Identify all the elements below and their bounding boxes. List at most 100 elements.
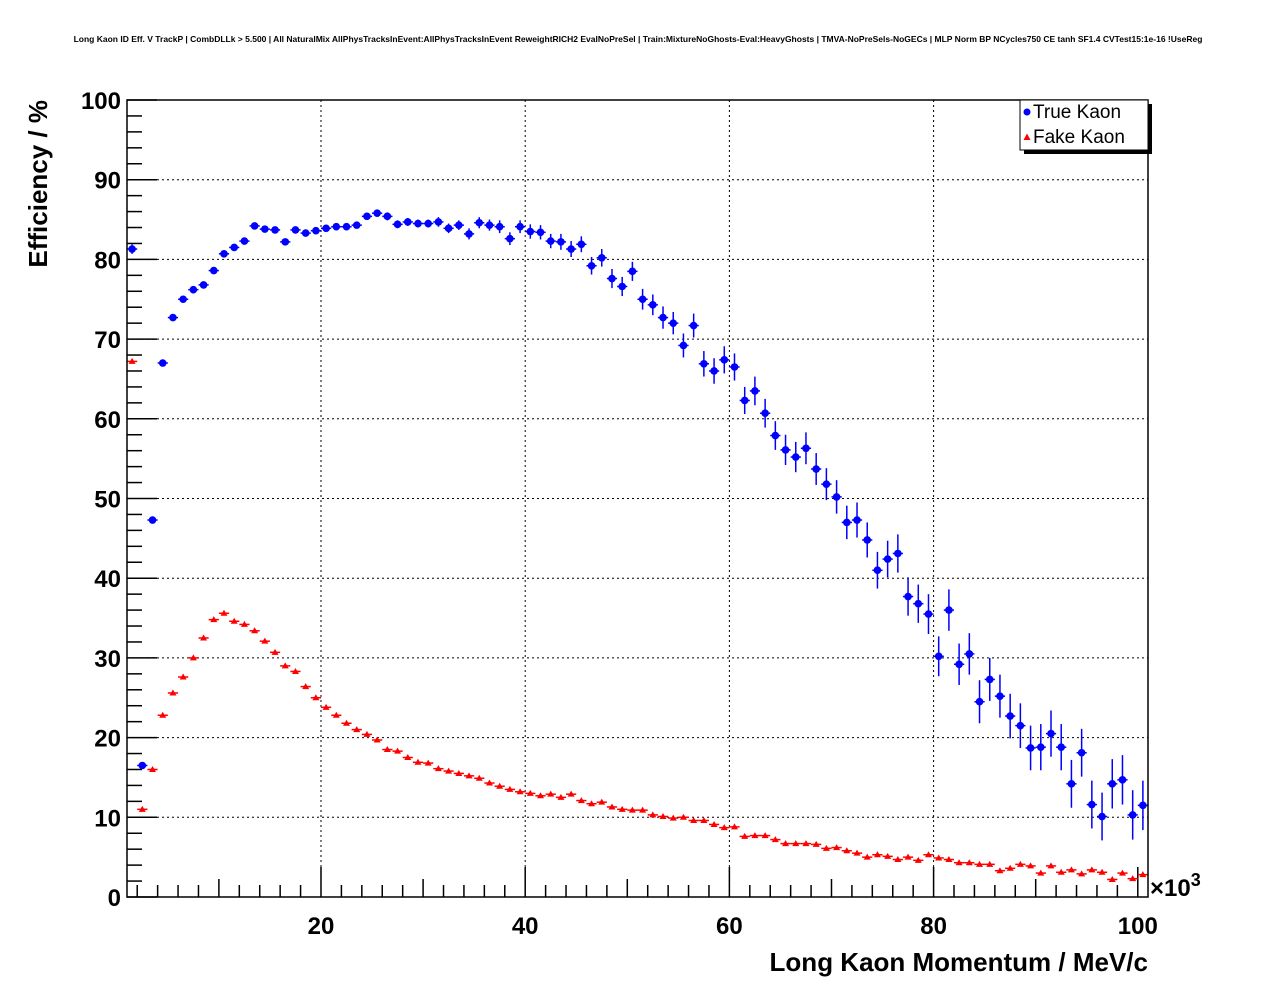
y-tick-label: 70 xyxy=(94,327,121,354)
legend: True Kaon Fake Kaon xyxy=(1019,99,1152,154)
data-point xyxy=(945,856,953,863)
data-point xyxy=(138,805,146,812)
data-point xyxy=(250,222,259,230)
data-point xyxy=(394,747,402,754)
data-point xyxy=(955,660,963,669)
data-point xyxy=(291,226,300,234)
data-point xyxy=(822,844,830,851)
data-point xyxy=(149,765,157,772)
data-point xyxy=(1129,875,1137,882)
data-point xyxy=(526,227,535,236)
chart-title: Long Kaon ID Eff. V TrackP | CombDLLk > … xyxy=(74,34,1203,44)
x-tick-label: 40 xyxy=(512,913,539,940)
data-point xyxy=(853,516,861,524)
data-point xyxy=(404,754,412,761)
data-point xyxy=(965,650,974,658)
data-point xyxy=(343,719,351,726)
data-point xyxy=(1057,868,1065,875)
data-point xyxy=(1108,780,1117,788)
data-point xyxy=(924,851,932,858)
data-point xyxy=(169,689,177,696)
axis-ticks xyxy=(127,99,1139,898)
legend-true-kaon: True Kaon xyxy=(1033,102,1121,123)
data-point xyxy=(1037,869,1045,876)
data-point xyxy=(373,736,381,743)
data-point xyxy=(444,224,453,233)
y-axis-label: Efficiency / % xyxy=(23,100,53,268)
data-point xyxy=(649,811,657,818)
legend-true-kaon-marker-icon xyxy=(1023,108,1031,116)
data-point xyxy=(485,221,494,229)
data-point xyxy=(935,854,943,861)
data-point xyxy=(210,616,218,623)
data-point xyxy=(302,683,310,690)
data-point xyxy=(1077,748,1086,757)
x-tick-labels: 20 40 60 80 100 xyxy=(308,913,1158,940)
data-point xyxy=(598,798,606,805)
data-point xyxy=(955,859,963,866)
data-point xyxy=(1036,743,1045,751)
data-point xyxy=(271,226,279,234)
data-point xyxy=(639,806,647,813)
data-point xyxy=(894,856,902,863)
data-point xyxy=(373,209,381,217)
y-tick-label: 100 xyxy=(81,88,121,115)
data-point xyxy=(281,662,289,669)
y-tick-label: 50 xyxy=(94,487,121,514)
data-point xyxy=(475,774,483,781)
data-point xyxy=(1047,862,1055,869)
data-point xyxy=(1088,800,1096,809)
data-point xyxy=(577,797,585,804)
data-point xyxy=(537,792,545,799)
x-tick-label: 20 xyxy=(308,913,335,940)
data-point xyxy=(791,453,800,461)
data-point xyxy=(342,222,351,231)
data-point xyxy=(669,319,678,327)
x-tick-label: 100 xyxy=(1118,913,1158,940)
data-point xyxy=(465,772,473,779)
data-point xyxy=(516,222,524,231)
data-point xyxy=(1088,866,1096,873)
data-point xyxy=(261,225,269,233)
data-point xyxy=(506,234,514,243)
data-point xyxy=(414,219,422,228)
data-point xyxy=(536,228,545,237)
legend-fake-kaon: Fake Kaon xyxy=(1033,127,1125,148)
y-tick-label: 0 xyxy=(108,885,121,912)
data-point xyxy=(301,229,310,237)
data-point xyxy=(638,295,647,304)
data-point xyxy=(1108,875,1116,882)
y-tick-label: 20 xyxy=(94,726,121,753)
x-multiplier: ×103 xyxy=(1150,870,1201,902)
data-point xyxy=(587,261,596,270)
data-point xyxy=(138,761,147,770)
data-point xyxy=(618,282,626,291)
data-point xyxy=(863,536,872,544)
data-point xyxy=(363,730,371,737)
data-point xyxy=(1057,743,1066,751)
data-point xyxy=(751,387,759,395)
data-point xyxy=(771,431,780,440)
data-points xyxy=(127,209,1148,882)
data-point xyxy=(159,711,167,718)
data-point xyxy=(495,222,504,231)
data-point xyxy=(557,238,565,246)
data-point xyxy=(403,218,412,226)
data-point xyxy=(669,814,677,821)
data-point xyxy=(128,245,136,253)
data-point xyxy=(761,409,769,418)
x-tick-label: 60 xyxy=(716,913,743,940)
data-point xyxy=(741,832,749,839)
data-point xyxy=(1006,864,1014,871)
data-point xyxy=(516,788,524,795)
data-point xyxy=(618,805,626,812)
data-point xyxy=(148,516,157,524)
y-tick-label: 30 xyxy=(94,646,121,673)
data-point xyxy=(414,758,422,765)
data-point xyxy=(567,790,575,797)
data-point xyxy=(597,254,606,262)
data-point xyxy=(843,847,851,854)
data-point xyxy=(853,849,861,856)
data-point xyxy=(1006,712,1014,720)
